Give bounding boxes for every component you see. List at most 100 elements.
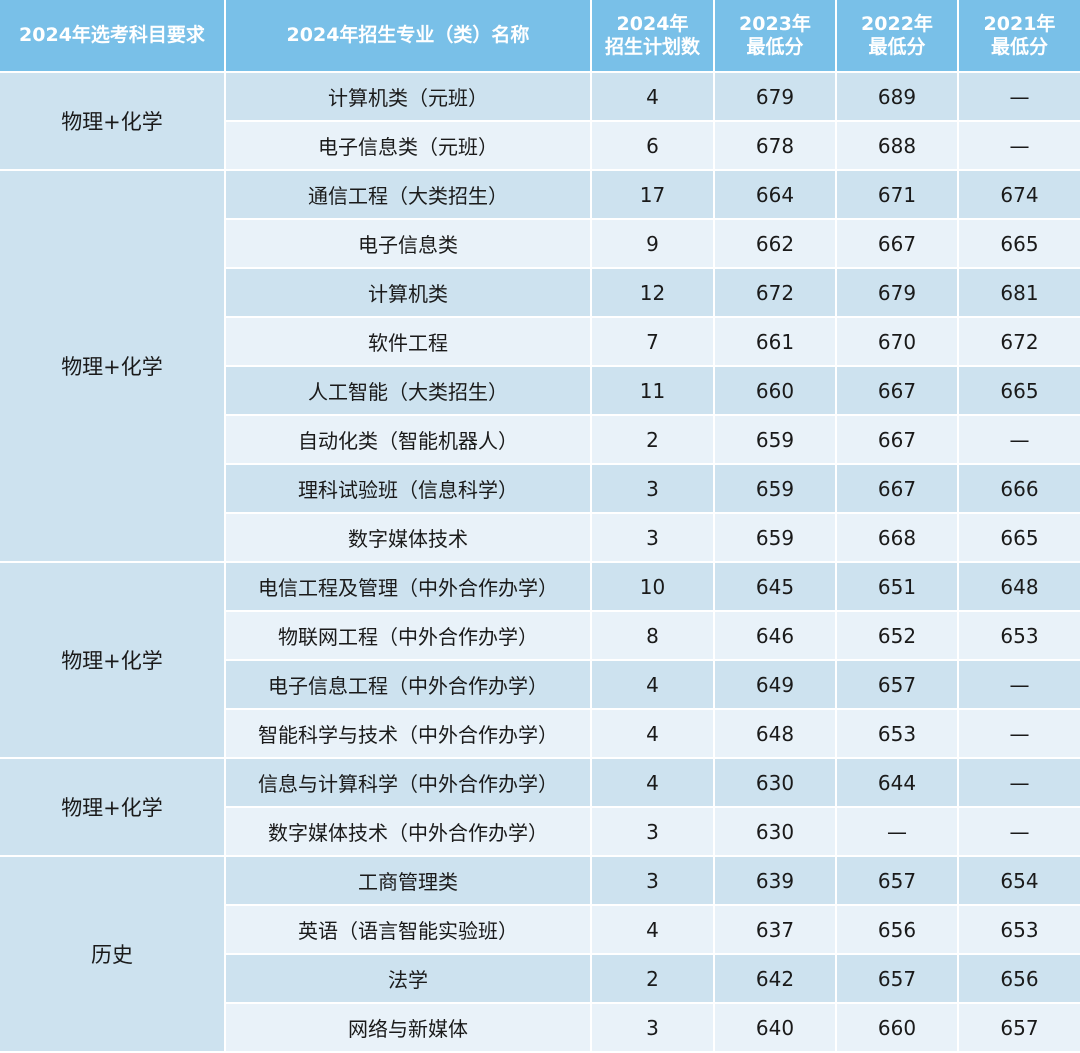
plan-count-cell: 10 (591, 562, 715, 612)
score-2022-cell: 667 (836, 464, 959, 514)
table-body: 物理+化学 计算机类（元班） 4 679 689— 电子信息类（元班） 6 678 688— 物理… (0, 72, 1080, 1053)
table-row: 物理+化学 计算机类（元班） 4 679 689— (0, 72, 1080, 171)
score-2023-cell: 639 (714, 856, 837, 906)
score-2022-cell: 667 (836, 415, 959, 465)
table-row: 英语（语言智能实验班） 4 637 656 653 (0, 905, 1080, 955)
score-2022-cell: 656 (836, 905, 959, 955)
major-name-cell: 电子信息类 (225, 219, 592, 269)
plan-count-cell: 12 (591, 268, 715, 318)
major-name-cell: 数字媒体技术（中外合作办学） (225, 807, 592, 857)
header-score-2021-line2: 最低分 (990, 35, 1048, 58)
header-score-2023-line2: 最低分 (746, 35, 804, 58)
major-name-cell: 计算机类 (225, 268, 592, 318)
table-row: 人工智能（大类招生） 11 660 667 665 (0, 366, 1080, 416)
header-subject-requirement: 2024年选考科目要求 (0, 0, 226, 73)
major-name-cell: 电子信息工程（中外合作办学） (225, 660, 592, 710)
score-2023-cell: 649 (714, 660, 837, 710)
table-row: 网络与新媒体 3 640 660 657 (0, 1003, 1080, 1053)
plan-count-cell: 17 (591, 170, 715, 220)
plan-count-cell: 4 (591, 905, 715, 955)
plan-count-cell: 4 (591, 709, 715, 759)
plan-count-cell: 2 (591, 415, 715, 465)
score-2021-cell: — (958, 415, 1080, 465)
score-2023-cell: 642 (714, 954, 837, 1004)
score-2023-cell: 659 (714, 464, 837, 514)
score-2023-cell: 662 (714, 219, 837, 269)
major-name-cell: 法学 (225, 954, 592, 1004)
subject-requirement-cell: 历史 (0, 856, 226, 1053)
major-name-cell: 自动化类（智能机器人） (225, 415, 592, 465)
score-2022-cell: 671 (836, 170, 959, 220)
score-2023-cell: 630 (714, 807, 837, 857)
subject-requirement-cell: 物理+化学 (0, 170, 226, 563)
score-2023-cell: 678 (714, 121, 837, 171)
plan-count-cell: 3 (591, 1003, 715, 1053)
score-2022-cell: — (836, 807, 959, 857)
score-2023-cell: 659 (714, 513, 837, 563)
score-2023-cell: 637 (714, 905, 837, 955)
table-row: 电子信息工程（中外合作办学） 4 649 657— (0, 660, 1080, 710)
header-plan-count-line1: 2024年 (616, 12, 689, 35)
score-2021-cell: 657 (958, 1003, 1080, 1053)
major-name-cell: 智能科学与技术（中外合作办学） (225, 709, 592, 759)
score-2023-cell: 646 (714, 611, 837, 661)
score-2021-cell: — (958, 72, 1080, 122)
plan-count-cell: 3 (591, 807, 715, 857)
plan-count-cell: 8 (591, 611, 715, 661)
table-row: 物理+化学 通信工程（大类招生） 17 664 671 674 (0, 170, 1080, 563)
score-2021-cell: 654 (958, 856, 1080, 906)
score-2021-cell: 665 (958, 219, 1080, 269)
table-row: 电子信息类 9 662 667 665 (0, 219, 1080, 269)
score-2023-cell: 659 (714, 415, 837, 465)
score-2021-cell: 674 (958, 170, 1080, 220)
score-2022-cell: 668 (836, 513, 959, 563)
header-score-2023: 2023年 最低分 (714, 0, 837, 73)
major-name-cell: 计算机类（元班） (225, 72, 592, 122)
plan-count-cell: 4 (591, 72, 715, 122)
plan-count-cell: 2 (591, 954, 715, 1004)
score-2021-cell: 666 (958, 464, 1080, 514)
plan-count-cell: 4 (591, 660, 715, 710)
subject-requirement-cell: 物理+化学 (0, 562, 226, 759)
score-2023-cell: 664 (714, 170, 837, 220)
score-2021-cell: — (958, 660, 1080, 710)
major-name-cell: 英语（语言智能实验班） (225, 905, 592, 955)
score-2021-cell: 681 (958, 268, 1080, 318)
score-2021-cell: 648 (958, 562, 1080, 612)
score-2022-cell: 652 (836, 611, 959, 661)
score-2021-cell: — (958, 758, 1080, 808)
score-2022-cell: 657 (836, 954, 959, 1004)
score-2021-cell: — (958, 121, 1080, 171)
header-score-2023-line1: 2023年 (739, 12, 811, 35)
score-2022-cell: 651 (836, 562, 959, 612)
score-2021-cell: — (958, 807, 1080, 857)
score-2022-cell: 657 (836, 660, 959, 710)
header-score-2022: 2022年 最低分 (836, 0, 959, 73)
header-score-2022-line2: 最低分 (868, 35, 926, 58)
plan-count-cell: 11 (591, 366, 715, 416)
table-row: 物理+化学 信息与计算科学（中外合作办学） 4 630 644— (0, 758, 1080, 857)
table-row: 电子信息类（元班） 6 678 688— (0, 121, 1080, 171)
plan-count-cell: 9 (591, 219, 715, 269)
score-2023-cell: 660 (714, 366, 837, 416)
score-2022-cell: 667 (836, 219, 959, 269)
header-plan-count: 2024年 招生计划数 (591, 0, 715, 73)
score-2023-cell: 661 (714, 317, 837, 367)
table-row: 法学 2 642 657 656 (0, 954, 1080, 1004)
major-name-cell: 物联网工程（中外合作办学） (225, 611, 592, 661)
major-name-cell: 电信工程及管理（中外合作办学） (225, 562, 592, 612)
score-2022-cell: 644 (836, 758, 959, 808)
table-row: 自动化类（智能机器人） 2 659 667— (0, 415, 1080, 465)
table-row: 计算机类 12 672 679 681 (0, 268, 1080, 318)
major-name-cell: 信息与计算科学（中外合作办学） (225, 758, 592, 808)
header-plan-count-line2: 招生计划数 (604, 35, 700, 58)
score-2021-cell: 665 (958, 513, 1080, 563)
plan-count-cell: 3 (591, 464, 715, 514)
plan-count-cell: 6 (591, 121, 715, 171)
major-name-cell: 网络与新媒体 (225, 1003, 592, 1053)
table-row: 数字媒体技术（中外合作办学） 3 630— — (0, 807, 1080, 857)
score-2022-cell: 657 (836, 856, 959, 906)
table-row: 软件工程 7 661 670 672 (0, 317, 1080, 367)
plan-count-cell: 3 (591, 856, 715, 906)
